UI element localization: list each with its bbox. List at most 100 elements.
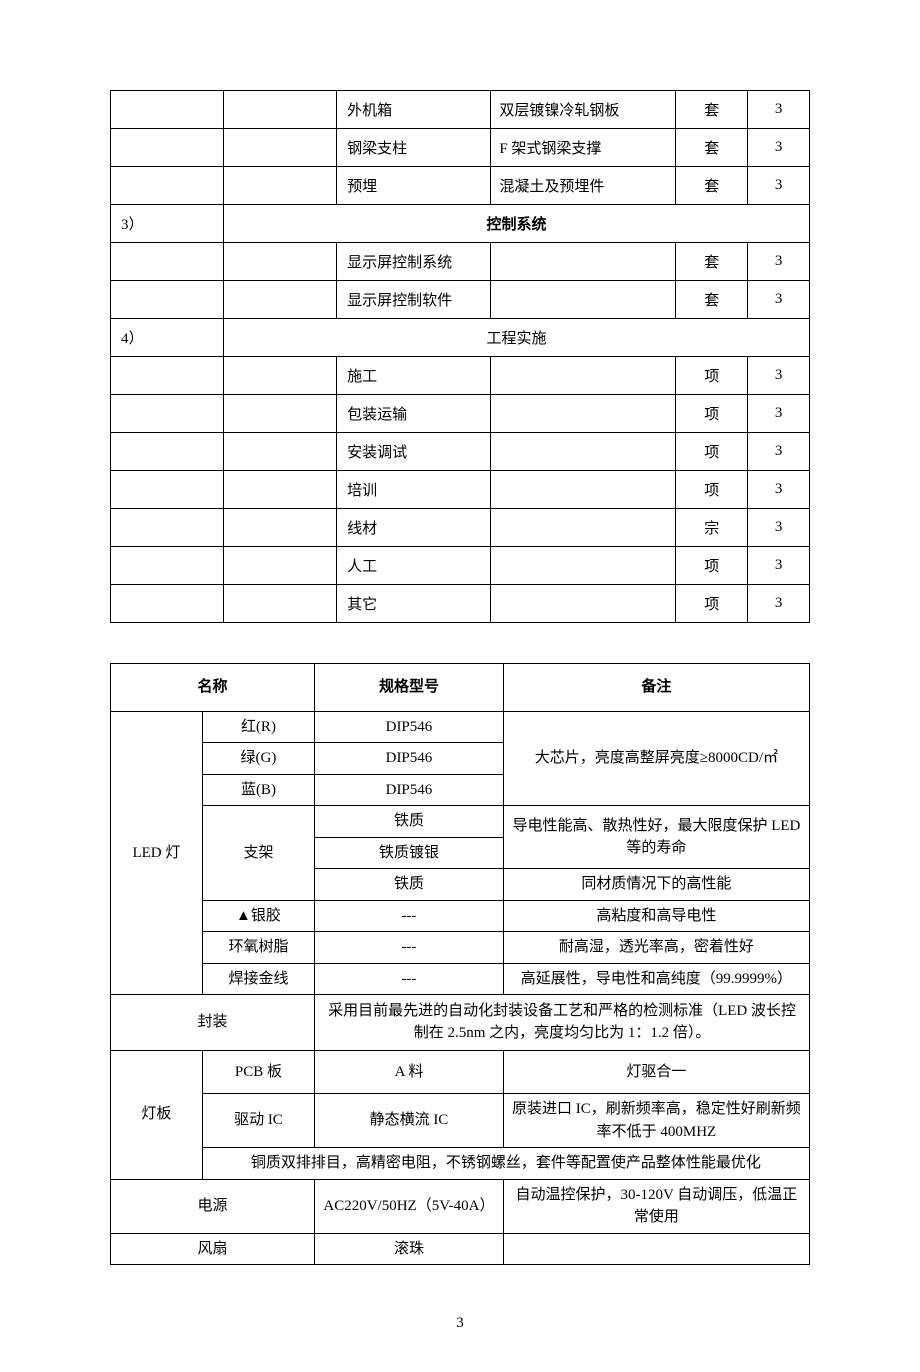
cell: 混凝土及预埋件: [491, 167, 676, 205]
cell: 3: [748, 547, 810, 585]
section-label: 工程实施: [224, 319, 810, 357]
cell: 钢梁支柱: [337, 129, 491, 167]
table-row: 培训项3: [111, 471, 810, 509]
cell: 外机箱: [337, 91, 491, 129]
table-row: 包装运输项3: [111, 395, 810, 433]
ic-note: 原装进口 IC，刷新频率高，稳定性好刷新频率不低于 400MHZ: [503, 1094, 809, 1148]
cell: 3: [748, 471, 810, 509]
cell: [224, 167, 337, 205]
led-blue: 蓝(B): [202, 774, 314, 806]
board-group-label: 灯板: [111, 1050, 203, 1179]
cell: 3: [748, 167, 810, 205]
cell: 线材: [337, 509, 491, 547]
table-row: 3）控制系统: [111, 205, 810, 243]
cell: 人工: [337, 547, 491, 585]
cell: [111, 129, 224, 167]
led-rgb-note: 大芯片，亮度高整屏亮度≥8000CD/㎡: [503, 711, 809, 806]
bracket-spec2: 铁质镀银: [315, 837, 504, 869]
table-row: 人工 项3: [111, 547, 810, 585]
table-row: 4）工程实施: [111, 319, 810, 357]
table-row: 外机箱双层镀镍冷轧钢板套3: [111, 91, 810, 129]
cell: [111, 281, 224, 319]
bracket-note12: 导电性能高、散热性好，最大限度保护 LED 等的寿命: [503, 806, 809, 869]
cell: [224, 471, 337, 509]
spec-table: 名称 规格型号 备注 LED 灯 红(R) DIP546 大芯片，亮度高整屏亮度…: [110, 663, 810, 1265]
cell: 3: [748, 129, 810, 167]
cell: 其它: [337, 585, 491, 623]
cell: 显示屏控制系统: [337, 243, 491, 281]
cell: [224, 243, 337, 281]
cell: [111, 585, 224, 623]
led-green: 绿(G): [202, 743, 314, 775]
header-name: 名称: [111, 664, 315, 712]
bracket-name: 支架: [202, 806, 314, 901]
fan-spec: 滚珠: [315, 1233, 504, 1265]
ic-name: 驱动 IC: [202, 1094, 314, 1148]
cell: 宗: [676, 509, 748, 547]
cell: 3: [748, 509, 810, 547]
epoxy-spec: ---: [315, 932, 504, 964]
cell: [224, 547, 337, 585]
cell: [491, 243, 676, 281]
table-row: 其它 项3: [111, 585, 810, 623]
pack-name: 封装: [111, 995, 315, 1051]
led-group-label: LED 灯: [111, 711, 203, 995]
cell: 3: [748, 243, 810, 281]
cell: [111, 167, 224, 205]
cell: 项: [676, 357, 748, 395]
wire-note: 高延展性，导电性和高纯度（99.9999%）: [503, 963, 809, 995]
silver-name: ▲银胶: [202, 900, 314, 932]
cell: [491, 509, 676, 547]
cell: 项: [676, 471, 748, 509]
cell: 安装调试: [337, 433, 491, 471]
led-red: 红(R): [202, 711, 314, 743]
cell: 套: [676, 91, 748, 129]
fan-name: 风扇: [111, 1233, 315, 1265]
cell: [111, 357, 224, 395]
cell: [111, 91, 224, 129]
wire-spec: ---: [315, 963, 504, 995]
bracket-note3: 同材质情况下的高性能: [503, 869, 809, 901]
cell: [224, 433, 337, 471]
wire-name: 焊接金线: [202, 963, 314, 995]
table-row: 施工 项3: [111, 357, 810, 395]
table-row: 显示屏控制系统 套3: [111, 243, 810, 281]
cell: [224, 509, 337, 547]
cell: 项: [676, 585, 748, 623]
table-row: 预埋混凝土及预埋件套3: [111, 167, 810, 205]
items-table: 外机箱双层镀镍冷轧钢板套3钢梁支柱F 架式钢梁支撑套3预埋混凝土及预埋件套33）…: [110, 90, 810, 623]
silver-note: 高粘度和高导电性: [503, 900, 809, 932]
cell: [224, 357, 337, 395]
cell: [491, 395, 676, 433]
bracket-spec1: 铁质: [315, 806, 504, 838]
cell: [111, 471, 224, 509]
cell: [491, 471, 676, 509]
header-note: 备注: [503, 664, 809, 712]
cell: 3: [748, 357, 810, 395]
cell: 套: [676, 243, 748, 281]
pack-note: 采用目前最先进的自动化封装设备工艺和严格的检测标准（LED 波长控制在 2.5n…: [315, 995, 810, 1051]
cell: [111, 547, 224, 585]
pcb-name: PCB 板: [202, 1050, 314, 1094]
cell: 套: [676, 281, 748, 319]
pcb-note: 灯驱合一: [503, 1050, 809, 1094]
cell: 3: [748, 585, 810, 623]
cell: 3: [748, 91, 810, 129]
cell: [224, 395, 337, 433]
silver-spec: ---: [315, 900, 504, 932]
board-note: 铜质双排排目，高精密电阻，不锈钢螺丝，套件等配置使产品整体性能最优化: [202, 1148, 809, 1180]
power-spec: AC220V/50HZ（5V-40A）: [315, 1179, 504, 1233]
epoxy-note: 耐高湿，透光率高，密着性好: [503, 932, 809, 964]
power-name: 电源: [111, 1179, 315, 1233]
cell: 施工: [337, 357, 491, 395]
cell: F 架式钢梁支撑: [491, 129, 676, 167]
cell: [491, 547, 676, 585]
cell: 项: [676, 395, 748, 433]
cell: 项: [676, 547, 748, 585]
bracket-spec3: 铁质: [315, 869, 504, 901]
section-num: 4）: [111, 319, 224, 357]
cell: [491, 433, 676, 471]
section-label: 控制系统: [224, 205, 810, 243]
cell: [491, 585, 676, 623]
epoxy-name: 环氧树脂: [202, 932, 314, 964]
